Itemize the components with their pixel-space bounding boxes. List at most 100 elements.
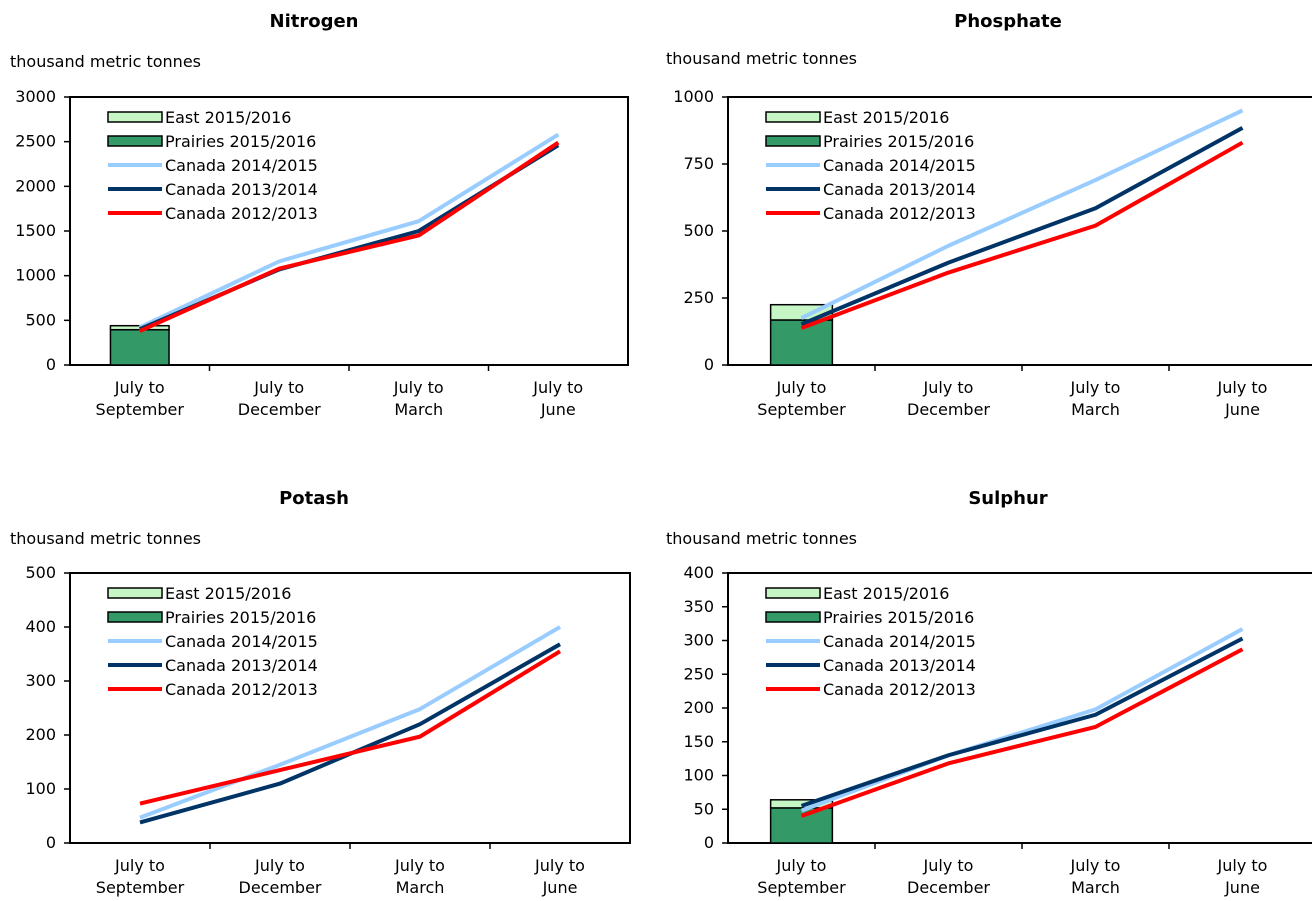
x-tick-label: July to — [394, 856, 445, 875]
x-tick-label: July to — [776, 378, 827, 397]
legend-label: Prairies 2015/2016 — [165, 608, 316, 627]
y-tick-label: 3000 — [15, 87, 56, 106]
legend-swatch-east-2015-2016 — [765, 111, 821, 123]
legend-swatch-east-2015-2016 — [765, 587, 821, 599]
chart-panel-sulphur: Sulphur thousand metric tonnes 0 50 100 150 20… — [656, 451, 1312, 901]
line-canada-2013-2014 — [800, 126, 1244, 327]
y-tick-label: 400 — [25, 617, 56, 636]
x-tick-label: March — [1071, 400, 1120, 419]
legend-label: Canada 2013/2014 — [165, 180, 318, 199]
x-tick-label: July to — [1217, 856, 1268, 875]
x-tick-label: June — [1224, 878, 1260, 897]
legend-label: Canada 2014/2015 — [823, 156, 976, 175]
y-tick-label: 250 — [683, 288, 714, 307]
x-tick-label: July to — [532, 378, 583, 397]
x-tick-label: July to — [253, 378, 304, 397]
x-tick-label: March — [396, 878, 445, 897]
chart-panel-phosphate: Phosphate thousand metric tonnes 0 250 500 75… — [656, 0, 1312, 450]
bar-prairies-2015-2016 — [769, 807, 834, 844]
y-tick-label: 0 — [704, 833, 714, 852]
x-tick-label: September — [757, 878, 846, 897]
x-tick-label: July to — [534, 856, 585, 875]
legend-swatch-prairies-2015-2016 — [765, 611, 821, 623]
legend-label: East 2015/2016 — [165, 584, 291, 603]
line-canada-2013-2014 — [800, 636, 1244, 808]
legend-label: East 2015/2016 — [823, 584, 949, 603]
line-canada-2012-2013 — [139, 649, 562, 806]
x-tick-label: March — [1071, 878, 1120, 897]
legend-label: Prairies 2015/2016 — [165, 132, 316, 151]
legend-label: East 2015/2016 — [823, 108, 949, 127]
y-tick-label: 750 — [683, 154, 714, 173]
x-tick-label: July to — [923, 856, 974, 875]
chart-title: Sulphur — [968, 488, 1047, 509]
legend-swatch-prairies-2015-2016 — [107, 135, 163, 147]
x-tick-label: July to — [114, 856, 165, 875]
y-tick-label: 2000 — [15, 176, 56, 195]
y-tick-label: 0 — [46, 355, 56, 374]
x-tick-label: December — [238, 400, 321, 419]
x-tick-label: July to — [923, 378, 974, 397]
x-tick-label: December — [907, 878, 990, 897]
line-canada-2014-2015 — [138, 132, 560, 330]
legend-swatch-prairies-2015-2016 — [107, 611, 163, 623]
y-tick-label: 300 — [683, 631, 714, 650]
y-tick-label: 1500 — [15, 221, 56, 240]
legend-swatch-east-2015-2016 — [107, 587, 163, 599]
legend-label: Canada 2013/2014 — [823, 180, 976, 199]
y-tick-label: 0 — [704, 355, 714, 374]
y-tick-label: 250 — [683, 664, 714, 683]
y-tick-label: 150 — [683, 732, 714, 751]
legend-swatch-prairies-2015-2016 — [765, 135, 821, 147]
line-canada-2012-2013 — [138, 140, 560, 333]
legend-label: Canada 2014/2015 — [165, 632, 318, 651]
x-tick-label: July to — [1217, 378, 1268, 397]
legend-label: Prairies 2015/2016 — [823, 132, 974, 151]
x-tick-label: September — [757, 400, 846, 419]
chart-svg-sulphur: Sulphur thousand metric tonnes 0 50 100 150 20… — [666, 488, 1312, 897]
y-tick-label: 0 — [46, 833, 56, 852]
y-axis-unit-label: thousand metric tonnes — [666, 529, 857, 548]
y-tick-label: 200 — [25, 725, 56, 744]
legend-label: Canada 2014/2015 — [823, 632, 976, 651]
line-canada-2014-2015 — [800, 108, 1244, 320]
y-tick-label: 500 — [25, 563, 56, 582]
line-canada-2012-2013 — [800, 140, 1244, 330]
y-tick-label: 200 — [683, 698, 714, 717]
x-tick-label: July to — [254, 856, 305, 875]
legend-label: Canada 2013/2014 — [165, 656, 318, 675]
y-axis-unit-label: thousand metric tonnes — [10, 529, 201, 548]
legend-label: East 2015/2016 — [165, 108, 291, 127]
y-tick-label: 1000 — [15, 266, 56, 285]
chart-svg-potash: Potash thousand metric tonnes 0 100 200 300 40… — [10, 488, 631, 897]
y-tick-label: 500 — [683, 221, 714, 240]
chart-title: Potash — [279, 488, 349, 509]
y-tick-label: 300 — [25, 671, 56, 690]
x-tick-label: June — [542, 878, 578, 897]
legend-swatch-east-2015-2016 — [107, 111, 163, 123]
chart-panel-potash: Potash thousand metric tonnes 0 100 200 300 40… — [0, 451, 656, 901]
x-tick-label: June — [540, 400, 576, 419]
legend-label: Canada 2014/2015 — [165, 156, 318, 175]
x-tick-label: September — [96, 878, 185, 897]
y-tick-label: 350 — [683, 597, 714, 616]
legend-label: Prairies 2015/2016 — [823, 608, 974, 627]
legend-label: Canada 2012/2013 — [823, 204, 976, 223]
y-tick-label: 100 — [25, 779, 56, 798]
legend-label: Canada 2012/2013 — [823, 680, 976, 699]
x-tick-label: December — [907, 400, 990, 419]
legend-label: Canada 2012/2013 — [165, 680, 318, 699]
x-tick-label: July to — [776, 856, 827, 875]
line-canada-2012-2013 — [800, 647, 1244, 818]
line-canada-2014-2015 — [139, 625, 562, 820]
y-axis-unit-label: thousand metric tonnes — [10, 52, 201, 71]
y-tick-label: 400 — [683, 563, 714, 582]
legend-label: Canada 2012/2013 — [165, 204, 318, 223]
chart-title: Phosphate — [954, 11, 1062, 32]
y-tick-label: 100 — [683, 766, 714, 785]
y-tick-label: 50 — [694, 799, 714, 818]
y-tick-label: 1000 — [673, 87, 714, 106]
x-tick-label: July to — [1070, 856, 1121, 875]
chart-panel-nitrogen: Nitrogen thousand metric tonnes 0 500 1000 15… — [0, 0, 656, 450]
x-tick-label: September — [96, 400, 185, 419]
